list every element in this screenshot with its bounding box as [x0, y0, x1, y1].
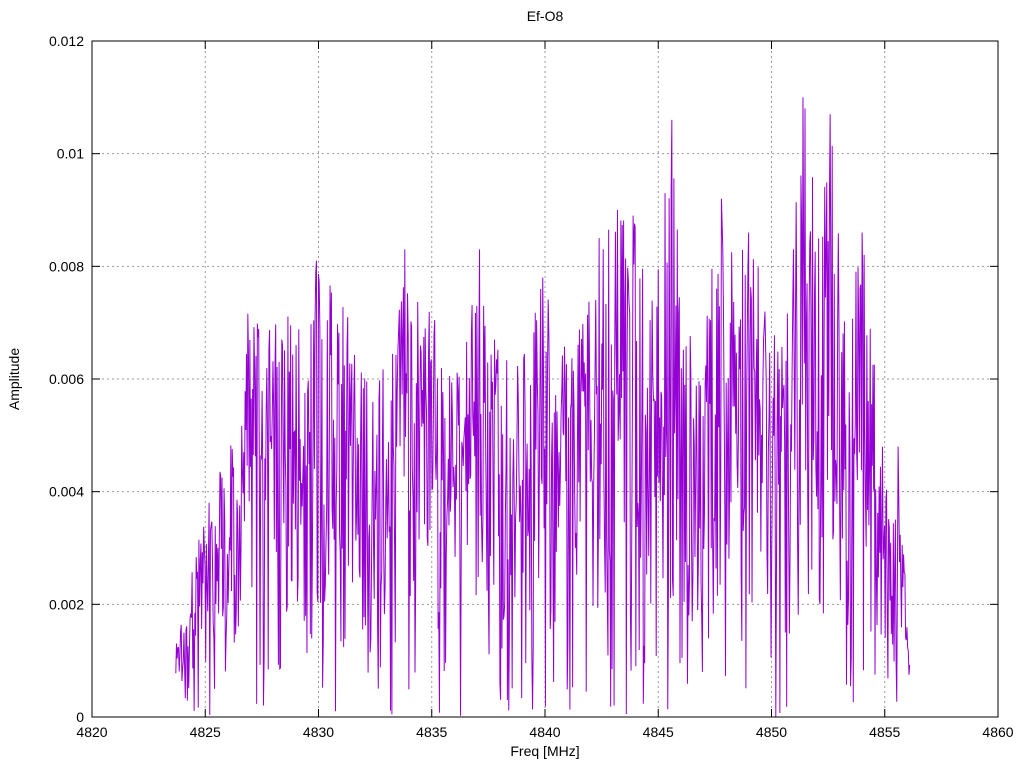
x-tick-label: 4835 — [416, 724, 447, 740]
x-tick-label: 4845 — [643, 724, 674, 740]
x-tick-label: 4825 — [190, 724, 221, 740]
y-tick-label: 0.002 — [49, 596, 84, 612]
y-tick-label: 0.012 — [49, 33, 84, 49]
y-tick-label: 0 — [76, 709, 84, 725]
x-tick-label: 4820 — [76, 724, 107, 740]
x-axis-label: Freq [MHz] — [510, 743, 580, 759]
y-tick-label: 0.006 — [49, 371, 84, 387]
x-tick-label: 4830 — [303, 724, 334, 740]
x-tick-label: 4860 — [982, 724, 1013, 740]
x-tick-label: 4850 — [756, 724, 787, 740]
y-tick-label: 0.008 — [49, 258, 84, 274]
x-tick-label: 4855 — [869, 724, 900, 740]
spectrum-trace — [175, 97, 911, 717]
y-tick-label: 0.004 — [49, 484, 84, 500]
x-tick-label: 4840 — [529, 724, 560, 740]
y-tick-label: 0.01 — [57, 146, 84, 162]
chart-title: Ef-O8 — [526, 8, 564, 24]
